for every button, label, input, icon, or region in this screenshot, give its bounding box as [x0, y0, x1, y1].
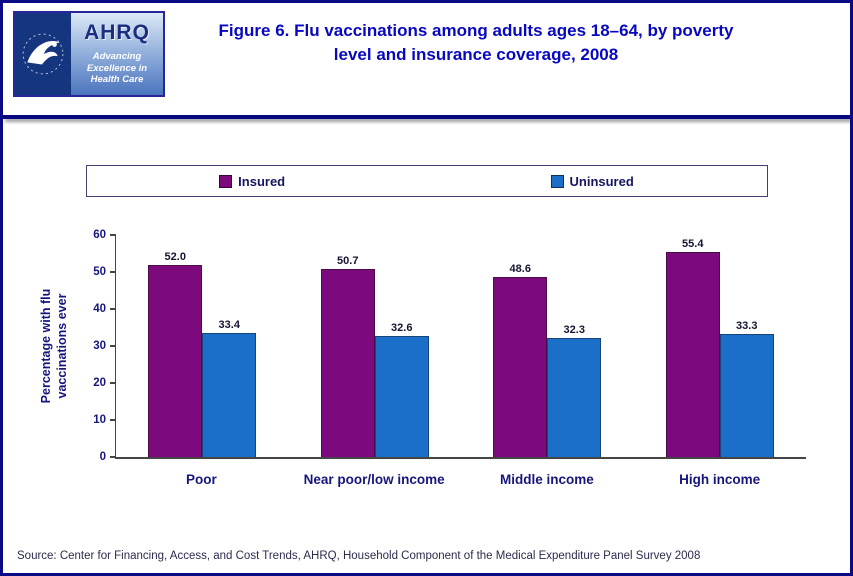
y-tick-mark [110, 234, 116, 236]
plot-area: Percentage with flu vaccinations ever 0 1… [39, 229, 806, 463]
legend-item-uninsured: Uninsured [550, 173, 634, 189]
ahrq-logo: AHRQ Advancing Excellence in Health Care [13, 11, 165, 97]
bar-insured: 52.0 [148, 251, 203, 457]
chart-area: Percentage with flu vaccinations ever 0 1… [39, 229, 806, 489]
y-tick: 30 [93, 340, 116, 352]
bar-value-label: 33.4 [218, 319, 240, 332]
x-axis-category-label: Middle income [499, 472, 594, 487]
y-tick-label: 0 [99, 451, 106, 463]
bar-value-label: 48.6 [509, 263, 531, 276]
header-divider-rule [3, 115, 850, 119]
y-tick-label: 30 [93, 340, 106, 352]
legend-item-insured: Insured [219, 174, 285, 189]
bar-value-label: 52.0 [164, 250, 186, 263]
ahrq-acronym: AHRQ [84, 21, 150, 44]
x-axis-category-label: Poor [185, 472, 217, 487]
x-axis-category-label: Near poor/low income [303, 472, 445, 487]
y-tick-mark [110, 308, 116, 311]
y-tick: 40 [93, 303, 116, 315]
y-tick: 20 [93, 377, 116, 389]
ahrq-logo-text: AHRQ Advancing Excellence in Health Care [71, 13, 163, 95]
x-axis-category-label: High income [679, 472, 761, 487]
bar-insured: 48.6 [493, 263, 548, 457]
bar-value-label: 55.4 [682, 238, 704, 251]
x-axis-labels: Poor Near poor/low income Middle income Hig… [115, 471, 806, 489]
y-tick-mark [110, 345, 116, 347]
y-tick: 0 [100, 451, 116, 463]
bar-value-label: 32.3 [563, 323, 585, 336]
y-tick: 60 [93, 229, 116, 241]
bar-uninsured: 33.3 [719, 320, 774, 457]
legend: Insured Uninsured [85, 165, 768, 197]
bar-group: 55.4 33.3 [645, 235, 795, 457]
y-axis-title: Percentage with flu vaccinations ever [38, 288, 69, 404]
y-tick-label: 10 [93, 414, 106, 427]
legend-swatch [550, 174, 564, 188]
y-tick-mark [110, 271, 116, 273]
y-tick-label: 60 [93, 229, 106, 241]
y-tick-mark [110, 382, 116, 385]
bar-group: 50.7 32.6 [300, 235, 450, 457]
hhs-seal-icon [15, 13, 71, 95]
bar-insured: 50.7 [320, 255, 375, 457]
ahrq-tagline: Advancing Excellence in Health Care [86, 51, 148, 86]
legend-swatch [219, 174, 233, 188]
y-tick-mark [110, 419, 116, 422]
y-tick-label: 50 [93, 266, 106, 278]
y-tick-label: 20 [93, 377, 106, 390]
bar-group: 48.6 32.3 [472, 235, 622, 457]
legend-label: Insured [238, 173, 286, 189]
bar-group: 52.0 33.4 [127, 235, 277, 457]
title-wrap: Figure 6. Flu vaccinations among adults … [3, 3, 850, 67]
bar-value-label: 50.7 [337, 255, 359, 268]
bar-uninsured: 33.4 [202, 319, 257, 457]
bar-uninsured: 32.6 [374, 322, 429, 457]
y-tick-label: 40 [93, 303, 106, 316]
bar-value-label: 33.3 [736, 319, 758, 332]
y-tick-mark [110, 456, 116, 458]
bar-uninsured: 32.3 [547, 324, 602, 457]
y-tick: 50 [93, 266, 116, 278]
y-tick: 10 [93, 414, 116, 426]
figure-title: Figure 6. Flu vaccinations among adults … [218, 21, 734, 64]
legend-label: Uninsured [569, 173, 634, 189]
bar-insured: 55.4 [665, 238, 720, 457]
header: AHRQ Advancing Excellence in Health Care… [3, 3, 850, 115]
source-note: Source: Center for Financing, Access, an… [17, 550, 701, 562]
bar-value-label: 32.6 [391, 322, 413, 335]
